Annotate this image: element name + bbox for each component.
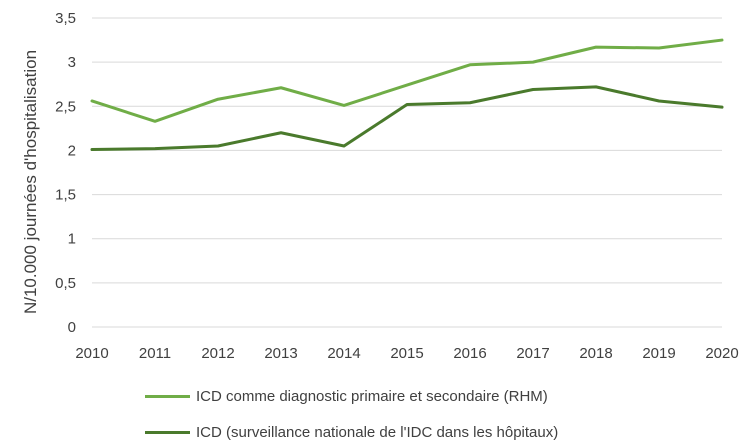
y-tick-label: 3,5 [55, 10, 76, 27]
x-tick-label: 2014 [327, 345, 360, 362]
x-tick-label: 2013 [264, 345, 297, 362]
y-axis-ticks: 0 0,5 1 1,5 2 2,5 3 3,5 [55, 10, 76, 336]
x-tick-label: 2018 [579, 345, 612, 362]
series-line-2 [90, 85, 724, 152]
legend-item-surveillance: ICD (surveillance nationale de l'IDC dan… [145, 422, 558, 442]
y-tick-label: 3 [68, 54, 76, 71]
legend-swatch-rhm [145, 394, 190, 398]
x-tick-label: 2015 [390, 345, 423, 362]
series-lines [90, 38, 724, 152]
gridlines [92, 17, 722, 328]
x-tick-label: 2010 [75, 345, 108, 362]
y-tick-label: 0,5 [55, 275, 76, 292]
y-tick-label: 1 [68, 231, 76, 248]
y-tick-label: 2,5 [55, 98, 76, 115]
x-tick-label: 2019 [642, 345, 675, 362]
y-tick-label: 0 [68, 319, 76, 336]
series-line-1 [90, 38, 724, 123]
x-tick-label: 2016 [453, 345, 486, 362]
x-tick-label: 2017 [516, 345, 549, 362]
x-tick-label: 2011 [139, 345, 171, 362]
legend: ICD comme diagnostic primaire et seconda… [145, 382, 735, 442]
legend-swatch-surveillance [145, 430, 190, 434]
x-tick-label: 2020 [705, 345, 738, 362]
y-axis-label: N/10.000 journées d'hospitalisation [21, 50, 40, 314]
legend-label-rhm: ICD comme diagnostic primaire et seconda… [196, 387, 548, 405]
y-tick-label: 1,5 [55, 187, 76, 204]
x-axis-ticks: 2010 2011 2012 2013 2014 2015 2016 2017 2018 2019… [75, 345, 738, 362]
legend-item-rhm: ICD comme diagnostic primaire et seconda… [145, 386, 548, 406]
x-tick-label: 2012 [201, 345, 234, 362]
legend-label-surveillance: ICD (surveillance nationale de l'IDC dan… [196, 423, 559, 441]
y-tick-label: 2 [68, 142, 76, 159]
